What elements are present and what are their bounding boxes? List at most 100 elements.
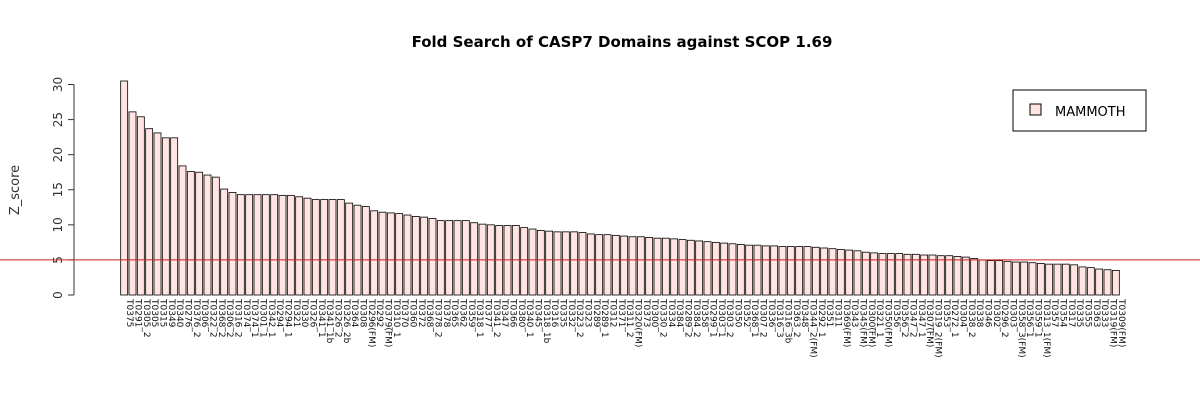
bar [761,245,770,296]
bar [978,259,987,296]
bar [611,234,620,296]
x-tick-label: T0306 [199,298,209,328]
x-tick-label: T0349 [166,298,176,328]
x-tick-label: T0341_1b [324,298,334,344]
x-tick-label: T0323_2 [574,298,584,338]
bar [653,237,662,296]
x-tick-label: T0302 [991,298,1001,327]
y-tick-label: 20 [51,147,65,162]
x-tick-label: T0292_1 [816,298,826,338]
x-tick-label: T0372 [416,298,426,327]
x-tick-label: T0347 [499,298,509,327]
x-tick-label: T0344_2(FM) [808,298,818,358]
x-tick-label: T0289 [591,298,601,328]
bars-group [120,80,1120,296]
bar [570,231,579,296]
x-tick-label: T0300 [649,298,659,328]
x-tick-label: T0317 [1066,298,1076,327]
x-tick-label: T0304 [958,298,968,328]
bar [245,194,254,296]
x-tick-label: T0350 [733,298,743,328]
bar [1053,263,1062,296]
bar [903,253,912,296]
bar [811,246,820,296]
x-tick-label: T0316_3b [783,298,793,344]
chart-title: Fold Search of CASP7 Domains against SCO… [412,33,833,51]
bar [1078,266,1087,296]
x-tick-label: T0360 [408,298,418,328]
bar [528,228,537,296]
bar [995,260,1004,296]
bar [320,199,329,296]
bar [678,239,687,296]
x-tick-label: T0334 [666,298,676,328]
bar [586,233,595,296]
bar [328,199,337,296]
x-tick-label: T0305_2 [141,298,151,338]
bar [1070,264,1079,296]
x-tick-label: T0323 [583,298,593,327]
x-tick-label: T0296_2 [999,298,1009,338]
x-tick-label: T0316_3 [774,298,784,338]
bar [845,249,854,296]
x-tick-label: T0330 [299,298,309,328]
x-tick-label: T0335 [1074,298,1084,327]
x-tick-label: T0371 [616,298,626,327]
x-tick-label: T0309(FM) [1116,298,1126,347]
x-tick-label: T0310_1 [391,298,401,338]
x-tick-label: T0362 [458,298,468,327]
x-tick-label: T0364 [349,298,359,328]
bar [561,231,570,296]
x-tick-label: T0338 [974,298,984,328]
bar [420,216,429,296]
x-tick-label: T0311_2 [624,298,634,338]
y-tick-label: 15 [51,182,65,197]
x-tick-label: T0368_1 [749,298,759,338]
bar [220,188,229,296]
bar [461,220,470,296]
bar [553,231,562,296]
bar [878,253,887,296]
bar [161,137,170,296]
bar [820,247,829,296]
bar [736,244,745,296]
bar [670,238,679,296]
bar [120,80,129,296]
x-tick-label: T0308 [358,298,368,328]
x-tick-label: T0377 [483,298,493,327]
bar [128,111,137,296]
bar [711,241,720,296]
bar [836,248,845,296]
bar [411,216,420,296]
bar [236,194,245,296]
bar [311,199,320,296]
bar [178,165,187,296]
x-tick-label: T0356_2 [899,298,909,338]
x-tick-label: T0300(FM) [866,298,876,347]
x-tick-label: T0296(FM) [366,298,376,347]
legend: MAMMOTH [1012,89,1147,132]
bar [403,214,412,296]
x-tick-label: T0291 [133,298,143,327]
x-tick-label: T0311 [833,298,843,327]
x-tick-label: T0353 [941,298,951,327]
x-tick-label: T0332 [566,298,576,327]
bar [1045,263,1054,296]
bar [170,137,179,296]
x-tick-label: T0313_1(FM) [1041,298,1051,358]
x-tick-label: T0348 [799,298,809,328]
bar [1095,268,1104,296]
legend-swatch [1029,103,1042,116]
bar [536,230,545,296]
bar [153,132,162,296]
bar [261,194,270,296]
bar [636,236,645,296]
x-tick-label: T0326_2 [333,298,343,338]
bar [953,256,962,296]
x-tick-label: T0374_1 [249,298,259,338]
x-tick-label: T0292 [374,298,384,327]
bar [695,240,704,296]
x-tick-label: T0321 [291,298,301,327]
bar [886,253,895,296]
